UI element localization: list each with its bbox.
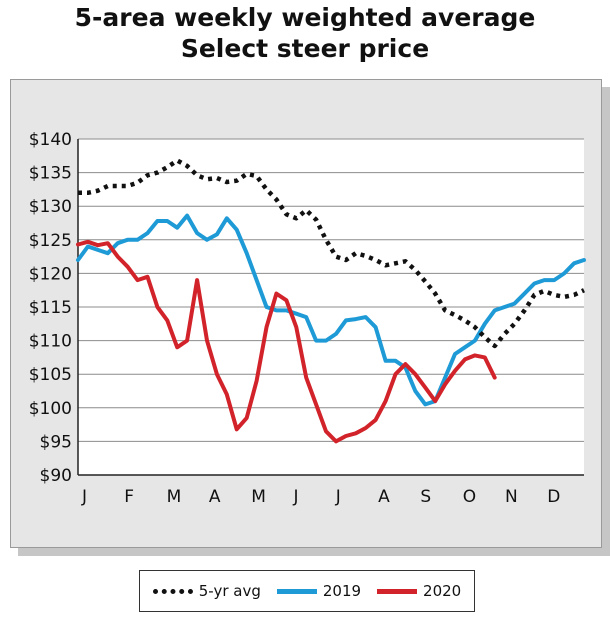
series-line-5-yr-avg [78, 158, 585, 349]
y-tick-label-100: $100 [29, 399, 72, 419]
chart-title-line-1: 5-area weekly weighted average [74, 3, 536, 32]
x-tick-label-7: A [378, 487, 390, 507]
y-tick-label-120: $120 [29, 264, 72, 284]
x-tick-label-8: S [420, 487, 431, 507]
chart-title: 5-area weekly weighted average Select st… [0, 2, 610, 64]
series-line-2019 [76, 213, 586, 407]
y-tick-label-130: $130 [29, 197, 72, 217]
x-tick-label-9: O [463, 487, 476, 507]
x-tick-label-0: J [81, 487, 87, 507]
legend-label-2019: 2019 [322, 582, 362, 600]
x-tick-label-3: A [209, 487, 221, 507]
y-tick-label-140: $140 [29, 130, 72, 150]
x-tick-label-1: F [124, 487, 134, 507]
y-tick-label-115: $115 [29, 298, 72, 318]
x-tick-label-6: J [335, 487, 341, 507]
y-tick-label-125: $125 [29, 231, 72, 251]
y-tick-label-110: $110 [29, 332, 72, 352]
y-tick-label-135: $135 [29, 164, 72, 184]
x-tick-label-5: J [293, 487, 299, 507]
series-line-2020 [76, 239, 497, 444]
y-tick-label-105: $105 [29, 365, 72, 385]
legend-label-2020: 2020 [423, 582, 462, 600]
legend-item-5yr-avg: 5-yr avg [152, 582, 261, 600]
legend-label-5yr-avg: 5-yr avg [198, 582, 261, 600]
chart-title-line-2: Select steer price [180, 34, 430, 63]
legend-item-2020: 2020 [377, 582, 461, 600]
x-tick-label-2: M [167, 487, 182, 507]
legend: 5-yr avg 2019 2020 [139, 570, 475, 612]
x-tick-label-4: M [251, 487, 266, 507]
legend-swatch-5yr-avg [152, 588, 193, 594]
legend-swatch-2020 [377, 588, 418, 594]
y-tick-label-95: $95 [40, 432, 72, 452]
x-tick-label-10: N [505, 487, 518, 507]
legend-item-2019: 2019 [276, 582, 362, 600]
legend-swatch-2019 [276, 588, 317, 594]
x-tick-label-11: D [547, 487, 560, 507]
y-tick-label-90: $90 [40, 466, 72, 486]
